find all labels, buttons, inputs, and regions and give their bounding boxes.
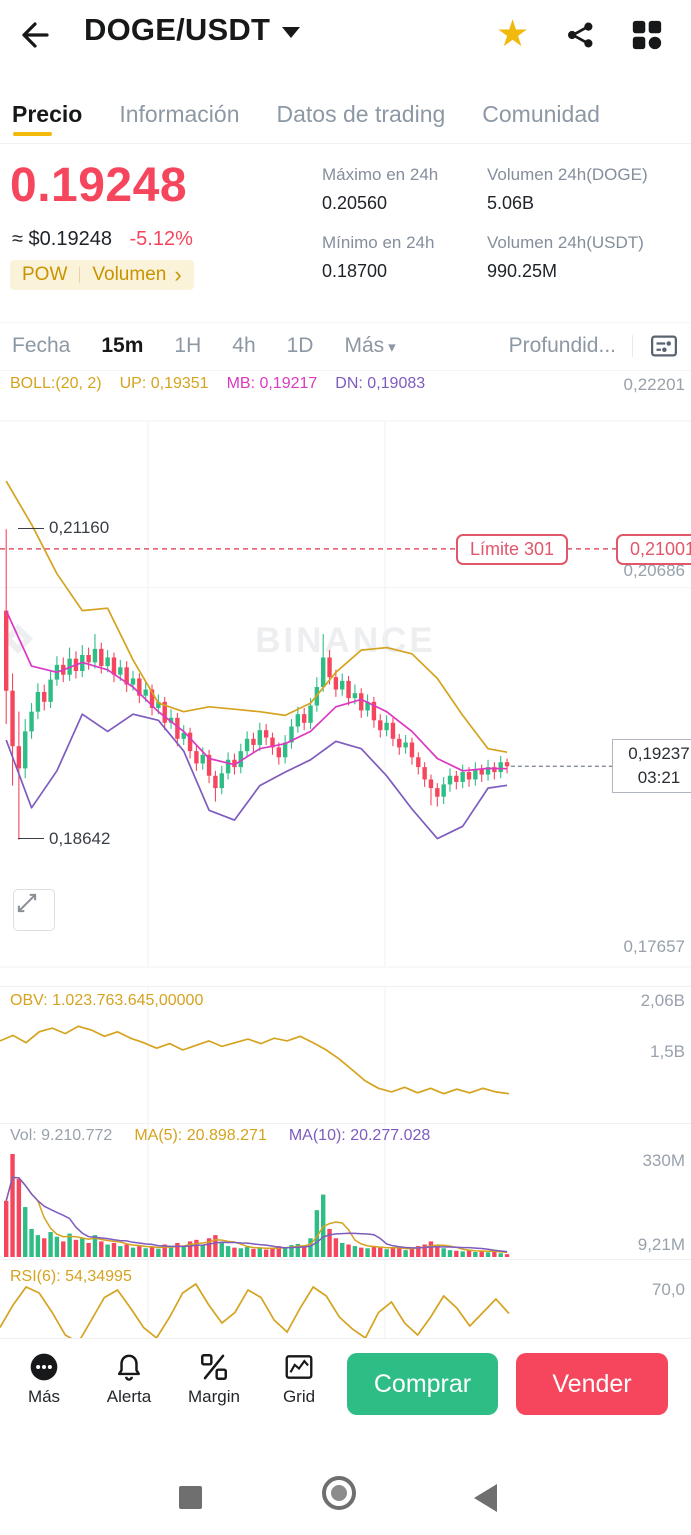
y-axis-label: 9,21M bbox=[637, 1235, 685, 1254]
high-mark-label: 0,21160 bbox=[18, 518, 109, 538]
badge-divider bbox=[79, 267, 81, 283]
margin-percent-icon bbox=[201, 1354, 227, 1380]
tab-datos-trading[interactable]: Datos de trading bbox=[276, 101, 446, 127]
buy-button[interactable]: Comprar bbox=[347, 1353, 498, 1415]
chevron-down-icon bbox=[282, 26, 301, 38]
stat-volusdt-value: 990.25M bbox=[487, 261, 558, 281]
chart-area: BINANCE BOLL:(20, 2) UP: 0,19351 MB: 0,1… bbox=[0, 370, 691, 1340]
tf-fecha[interactable]: Fecha bbox=[12, 334, 71, 357]
stat-voldoge-label: Volumen 24h(DOGE) bbox=[487, 165, 648, 184]
fiat-price: ≈ $0.19248 bbox=[12, 228, 112, 250]
boll-dn: DN: 0,19083 bbox=[335, 375, 426, 392]
stats-column-right: Volumen 24h(DOGE) 5.06B Volumen 24h(USDT… bbox=[487, 164, 691, 300]
tab-informacion[interactable]: Información bbox=[119, 101, 240, 127]
bell-icon bbox=[117, 1354, 141, 1381]
back-button[interactable] bbox=[12, 14, 56, 58]
chevron-down-icon: ▾ bbox=[388, 339, 396, 356]
y-axis-label: 330M bbox=[642, 1151, 685, 1170]
boll-up: UP: 0,19351 bbox=[119, 375, 209, 392]
stat-high-value: 0.20560 bbox=[322, 193, 388, 213]
last-price-tag: 0,19237 03:21 bbox=[612, 739, 691, 794]
low-mark-label: 0,18642 bbox=[18, 829, 110, 849]
limit-order-tag[interactable]: Límite 301 bbox=[456, 533, 569, 565]
stat-low-value: 0.18700 bbox=[322, 261, 388, 281]
alert-button[interactable]: Alerta bbox=[101, 1351, 157, 1407]
tf-depth[interactable]: Profundid... bbox=[508, 334, 616, 357]
indicator-settings-icon[interactable] bbox=[649, 331, 679, 361]
obv-label: OBV: 1.023.763.645,00000 bbox=[10, 992, 204, 1009]
expand-icon bbox=[17, 893, 37, 913]
page-title: DOGE/USDT bbox=[84, 12, 271, 47]
y-axis-label: 70,0 bbox=[651, 1280, 685, 1299]
tf-1d[interactable]: 1D bbox=[286, 334, 314, 357]
y-axis-label: 0,17657 bbox=[623, 937, 685, 956]
more-dots-icon bbox=[30, 1353, 58, 1381]
y-axis-label: 0,22201 bbox=[623, 375, 685, 394]
rsi-label: RSI(6): 54,34995 bbox=[10, 1268, 132, 1285]
tab-comunidad[interactable]: Comunidad bbox=[482, 101, 600, 127]
tab-bar: Precio Información Datos de trading Comu… bbox=[0, 86, 691, 144]
volume-panel: Vol: 9.210.772 MA(5): 20.898.271 MA(10):… bbox=[0, 1123, 691, 1260]
vol-ma5-label: MA(5): 20.898.271 bbox=[134, 1127, 267, 1144]
tf-4h[interactable]: 4h bbox=[232, 334, 256, 357]
tf-15m[interactable]: 15m bbox=[101, 334, 144, 357]
stat-high-label: Máximo en 24h bbox=[322, 165, 439, 184]
sell-button[interactable]: Vender bbox=[516, 1353, 668, 1415]
boll-mb: MB: 0,19217 bbox=[226, 375, 318, 392]
tf-1h[interactable]: 1H bbox=[174, 334, 202, 357]
price-approx-row: ≈ $0.19248 -5.12% bbox=[12, 228, 193, 251]
stat-voldoge-value: 5.06B bbox=[487, 193, 535, 213]
stat-volusdt-label: Volumen 24h(USDT) bbox=[487, 233, 644, 252]
volume-indicator-row: Vol: 9.210.772 MA(5): 20.898.271 MA(10):… bbox=[10, 1127, 430, 1145]
y-axis-label: 2,06B bbox=[640, 991, 685, 1010]
share-icon[interactable] bbox=[563, 18, 597, 52]
last-price-value: 0,19237 bbox=[628, 744, 690, 764]
vol-ma10-label: MA(10): 20.277.028 bbox=[288, 1127, 431, 1144]
back-arrow-icon bbox=[22, 21, 49, 48]
limit-order-price-tag: 0,21001 bbox=[616, 533, 691, 565]
rsi-indicator-row: RSI(6): 54,34995 bbox=[10, 1268, 132, 1286]
recent-apps-button[interactable] bbox=[179, 1486, 202, 1509]
obv-indicator-row: OBV: 1.023.763.645,00000 bbox=[10, 992, 203, 1010]
pair-selector[interactable]: DOGE/USDT bbox=[84, 12, 301, 48]
badge-volumen-label: Volumen bbox=[92, 264, 167, 285]
grid-button[interactable]: Grid bbox=[271, 1351, 327, 1407]
favorite-star-icon[interactable]: ★ bbox=[496, 13, 530, 54]
more-button[interactable]: Más bbox=[16, 1351, 72, 1407]
rsi-chart[interactable] bbox=[0, 1260, 691, 1340]
main-chart-panel: BINANCE BOLL:(20, 2) UP: 0,19351 MB: 0,1… bbox=[0, 371, 691, 986]
tf-more-dropdown[interactable]: Más ▾ bbox=[344, 334, 396, 357]
apps-grid-icon[interactable] bbox=[630, 18, 664, 52]
margin-button[interactable]: Margin bbox=[186, 1351, 242, 1407]
header: DOGE/USDT ★ bbox=[0, 0, 691, 72]
chevron-right-icon: › bbox=[174, 262, 182, 287]
price-change-24h: -5.12% bbox=[129, 228, 193, 250]
candlestick-chart[interactable] bbox=[0, 371, 691, 986]
stat-low-label: Mínimo en 24h bbox=[322, 233, 435, 252]
home-button[interactable] bbox=[322, 1476, 356, 1510]
tab-precio[interactable]: Precio bbox=[12, 86, 82, 143]
pow-volumen-badge[interactable]: POW Volumen › bbox=[10, 260, 194, 290]
volume-chart[interactable] bbox=[0, 1124, 691, 1260]
android-back-button[interactable] bbox=[474, 1484, 497, 1512]
price-section: 0.19248 ≈ $0.19248 -5.12% POW Volumen › … bbox=[0, 150, 691, 318]
y-axis-label: 1,5B bbox=[650, 1042, 685, 1061]
obv-chart[interactable] bbox=[0, 987, 691, 1124]
fullscreen-chart-button[interactable] bbox=[13, 889, 55, 931]
timeframe-bar: Fecha 15m 1H 4h 1D Más ▾ Profundid... bbox=[0, 322, 691, 369]
vol-label: Vol: 9.210.772 bbox=[10, 1127, 113, 1144]
boll-indicator-row: BOLL:(20, 2) UP: 0,19351 MB: 0,19217 DN:… bbox=[10, 375, 425, 393]
obv-panel: OBV: 1.023.763.645,00000 2,06B 1,5B bbox=[0, 986, 691, 1124]
y-axis-label: 0,20686 bbox=[623, 561, 685, 580]
badge-pow-label: POW bbox=[22, 264, 68, 285]
divider bbox=[632, 335, 633, 357]
last-price-time: 03:21 bbox=[637, 768, 681, 788]
grid-trading-icon bbox=[285, 1355, 313, 1379]
boll-label: BOLL:(20, 2) bbox=[10, 375, 102, 392]
bottom-action-bar: Más Alerta Margin Grid Comprar Vend bbox=[0, 1338, 691, 1439]
last-price: 0.19248 bbox=[10, 159, 188, 212]
android-navigation-bar bbox=[0, 1462, 691, 1535]
rsi-panel: RSI(6): 54,34995 70,0 bbox=[0, 1259, 691, 1340]
stats-column-left: Máximo en 24h 0.20560 Mínimo en 24h 0.18… bbox=[322, 164, 482, 300]
